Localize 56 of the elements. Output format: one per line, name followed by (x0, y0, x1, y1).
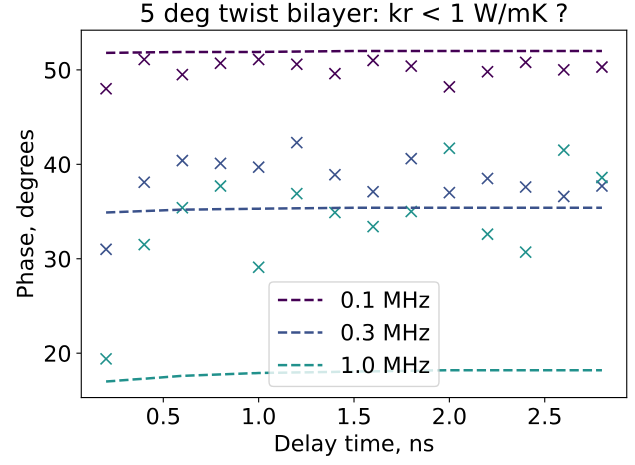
y-tick-label: 30 (44, 250, 70, 268)
point (328, 168, 342, 182)
legend-label: 0.1 MHz (342, 291, 430, 308)
point (596, 60, 608, 74)
point (404, 60, 418, 72)
x-tick-label: 1.5 (338, 408, 370, 424)
point (596, 180, 608, 192)
point (366, 185, 380, 198)
y-tick-label: 50 (44, 62, 70, 79)
point (519, 56, 532, 69)
point (366, 54, 380, 67)
x-axis-title: Delay time, ns (276, 434, 434, 456)
point (596, 171, 608, 184)
point (557, 144, 570, 157)
x-tick-label: 0.5 (147, 408, 180, 424)
point (138, 53, 151, 66)
point (252, 160, 266, 174)
y-axis-title: Phase, degrees (16, 130, 38, 297)
point (100, 352, 112, 366)
point (481, 65, 494, 78)
point (481, 172, 494, 185)
point (176, 68, 189, 81)
point (481, 228, 494, 241)
point (442, 142, 456, 155)
point (176, 201, 189, 214)
point (557, 190, 570, 203)
point (138, 176, 151, 189)
chart-title: 5 deg twist bilayer: kr < 1 W/mK ? (141, 2, 567, 28)
x-tick-label: 2.5 (528, 408, 560, 424)
point (214, 156, 227, 170)
y-tick-label: 40 (44, 156, 70, 174)
y-tick-label: 20 (44, 345, 70, 362)
point (557, 63, 570, 76)
point (442, 80, 456, 94)
point (214, 56, 227, 70)
x-tick-label: 2.0 (433, 408, 466, 424)
point (252, 260, 266, 274)
point (290, 136, 304, 149)
legend-label: 0.3 MHz (342, 324, 430, 341)
point (519, 180, 532, 194)
point (404, 152, 418, 166)
point (176, 154, 189, 167)
point (138, 238, 151, 251)
point (214, 180, 227, 192)
point (366, 220, 380, 234)
point (100, 82, 112, 96)
point (290, 187, 304, 200)
point (442, 186, 456, 200)
point (252, 53, 266, 66)
point (519, 246, 532, 259)
point (328, 67, 342, 80)
x-tick-label: 1.0 (243, 408, 275, 424)
point (100, 242, 112, 256)
legend-label: 1.0 MHz (342, 356, 430, 374)
point (404, 205, 418, 218)
point (290, 58, 304, 71)
